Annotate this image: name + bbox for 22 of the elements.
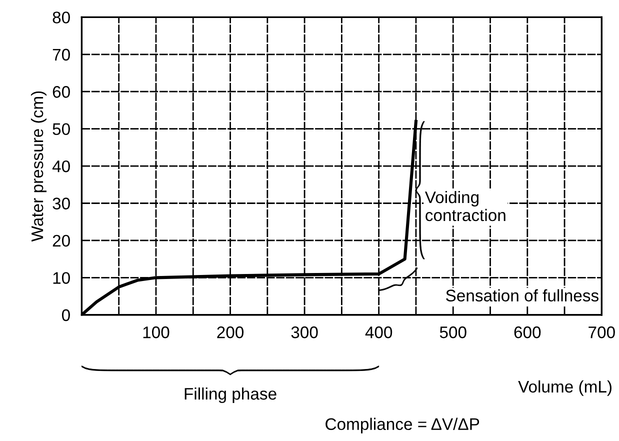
x-tick-label: 100 xyxy=(143,326,170,338)
y-tick-label: 50 xyxy=(52,123,70,136)
y-axis-title: Water pressure (cm) xyxy=(30,91,47,242)
y-tick-label: 10 xyxy=(53,272,70,284)
text: Filling phase xyxy=(184,387,276,404)
y-tick-label: 40 xyxy=(52,160,70,172)
x-tick-label: 600 xyxy=(514,326,541,338)
x-tick-label: 500 xyxy=(440,326,466,338)
x-tick-label: 300 xyxy=(291,326,318,338)
y-tick-label: 20 xyxy=(52,234,70,247)
annotation: Sensation of fullness xyxy=(446,289,598,302)
y-tick-label: 30 xyxy=(52,198,70,210)
y-tick-label: 70 xyxy=(52,48,70,61)
x-tick-label: 400 xyxy=(365,326,392,338)
x-axis-title: Volume (mL) xyxy=(518,380,612,396)
y-tick-label: 60 xyxy=(52,86,70,98)
annotation: Voiding contraction xyxy=(424,190,506,222)
y-tick-label: 80 xyxy=(52,12,70,24)
y-tick-label: 0 xyxy=(62,309,70,322)
text: Compliance = ΔV/ΔP xyxy=(326,418,480,434)
x-tick-label: 700 xyxy=(588,326,615,338)
x-tick-label: 200 xyxy=(217,326,244,338)
